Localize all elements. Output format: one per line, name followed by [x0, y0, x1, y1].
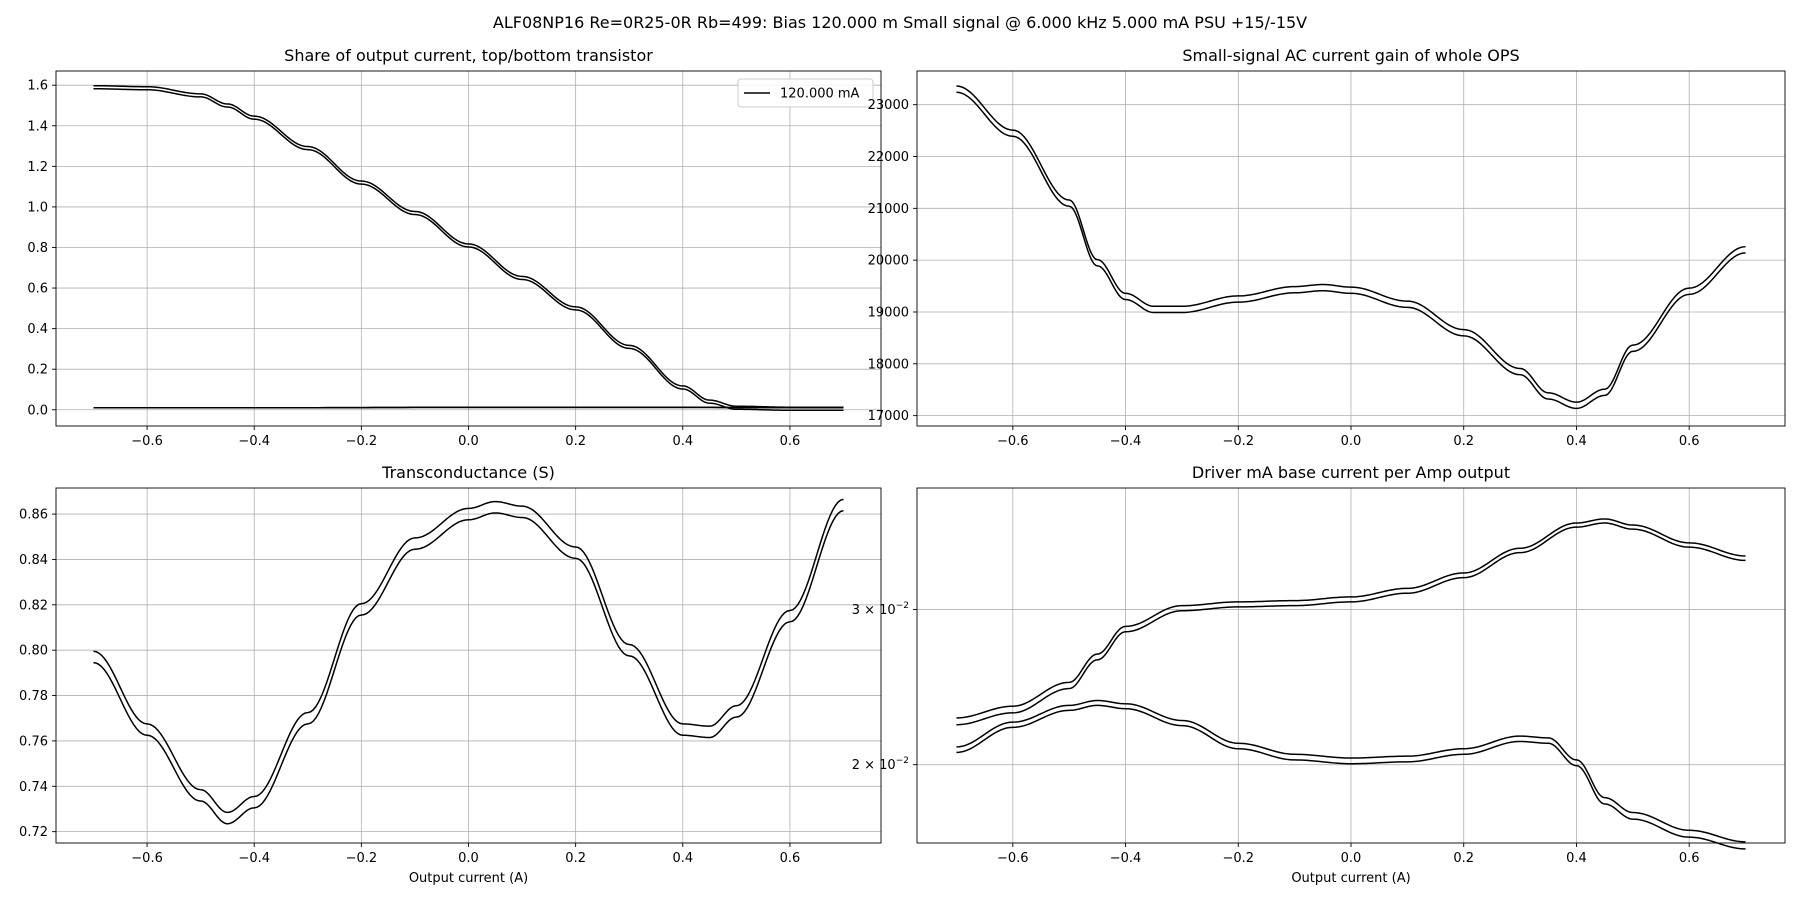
x-tick-label: −0.2 — [1222, 851, 1254, 866]
y-tick-label: 0.86 — [19, 508, 48, 523]
x-tick-label: −0.2 — [1222, 434, 1254, 449]
panel-transconductance: −0.6 −0.4 −0.2 0.0 0.2 0.4 0.6 0.72 0.74 0.76 0.78… — [19, 463, 882, 886]
series-line-1-trace-2 — [956, 522, 1746, 726]
y-tick-label: 3 × 10−2 — [852, 601, 909, 618]
figure-title: ALF08NP16 Re=0R25-0R Rb=499: Bias 120.00… — [492, 13, 1308, 32]
x-tick-label: 0.4 — [672, 851, 693, 866]
legend: 120.000 mA — [737, 78, 874, 108]
x-tick-label: −0.6 — [131, 851, 163, 866]
y-tick-label: 0.2 — [27, 363, 48, 378]
panel-title: Small-signal AC current gain of whole OP… — [1182, 46, 1519, 65]
x-tick-label: −0.4 — [238, 851, 270, 866]
series-line-1-trace-1 — [956, 85, 1746, 403]
x-tick-label: −0.2 — [346, 434, 378, 449]
x-tick-label: 0.4 — [1566, 434, 1587, 449]
x-tick-label: 0.2 — [1453, 851, 1474, 866]
x-tick-label: −0.2 — [346, 851, 378, 866]
y-tick-label: 1.4 — [27, 119, 48, 134]
x-tick-label: 0.4 — [1566, 851, 1587, 866]
x-tick-label: 0.0 — [1341, 851, 1362, 866]
y-tick-label: 0.74 — [19, 780, 48, 795]
series-line-1-trace-2 — [956, 91, 1746, 410]
series-line-1-trace-1 — [956, 518, 1746, 719]
x-tick-label: 0.2 — [1453, 434, 1474, 449]
series-line-1-trace-1 — [93, 84, 844, 408]
x-tick-label: −0.4 — [1110, 851, 1142, 866]
y-tick-label: 0.4 — [27, 322, 48, 337]
x-tick-label: −0.4 — [1110, 434, 1142, 449]
y-tick-label: 0.0 — [27, 403, 48, 418]
x-tick-label: 0.0 — [458, 434, 479, 449]
y-tick-label: 21000 — [868, 202, 909, 217]
series-line-2-trace-2 — [956, 704, 1746, 850]
panel-ac-gain: −0.6 −0.4 −0.2 0.0 0.2 0.4 0.6 17000 18000 19000 2… — [868, 46, 1786, 449]
y-tick-label: 18000 — [868, 357, 909, 372]
y-tick-label: 0.72 — [19, 825, 48, 840]
y-tick-label: 0.8 — [27, 241, 48, 256]
x-tick-label: 0.0 — [1341, 434, 1362, 449]
y-tick-label: 0.76 — [19, 734, 48, 749]
y-tick-label: 0.82 — [19, 598, 48, 613]
x-tick-label: 0.4 — [672, 434, 693, 449]
x-axis-label: Output current (A) — [1291, 871, 1410, 886]
x-tick-label: 0.6 — [780, 851, 801, 866]
y-tick-label: 22000 — [868, 150, 909, 165]
y-tick-label: 20000 — [868, 254, 909, 269]
y-tick-label: 17000 — [868, 409, 909, 424]
panel-title: Share of output current, top/bottom tran… — [284, 46, 653, 65]
x-tick-label: −0.4 — [238, 434, 270, 449]
series-line-1-trace-2 — [93, 509, 844, 825]
panel-title: Transconductance (S) — [381, 463, 555, 482]
x-tick-label: −0.6 — [131, 434, 163, 449]
y-tick-label: 0.6 — [27, 282, 48, 297]
y-tick-label: 2 × 10−2 — [852, 756, 909, 773]
y-tick-label: 1.6 — [27, 79, 48, 94]
y-tick-label: 1.2 — [27, 160, 48, 175]
x-axis-label: Output current (A) — [409, 871, 528, 886]
panel-output-share: −0.6 −0.4 −0.2 0.0 0.2 0.4 0.6 0.0 0.2 0.4 0.6 0.8 1… — [27, 46, 882, 449]
panel-title: Driver mA base current per Amp output — [1192, 463, 1510, 482]
y-tick-label: 0.84 — [19, 553, 48, 568]
y-tick-label: 19000 — [868, 305, 909, 320]
y-tick-label: 0.80 — [19, 644, 48, 659]
series-line-2-trace-1 — [956, 699, 1746, 843]
x-tick-label: 0.2 — [565, 434, 586, 449]
series-line-1-trace-2 — [93, 88, 844, 412]
x-tick-label: 0.6 — [1679, 851, 1700, 866]
x-tick-label: −0.6 — [997, 851, 1029, 866]
legend-box — [737, 78, 874, 108]
panel-driver-base-current: −0.6 −0.4 −0.2 0.0 0.2 0.4 0.6 2 × 10−2 3 × 10−2… — [852, 463, 1786, 886]
x-tick-label: 0.2 — [565, 851, 586, 866]
x-tick-label: 0.0 — [458, 851, 479, 866]
x-tick-label: 0.6 — [1679, 434, 1700, 449]
y-tick-label: 1.0 — [27, 200, 48, 215]
series-line-1-trace-1 — [93, 498, 844, 814]
x-tick-label: 0.6 — [780, 434, 801, 449]
y-tick-label: 0.78 — [19, 689, 48, 704]
x-tick-label: −0.6 — [997, 434, 1029, 449]
y-tick-label: 23000 — [868, 98, 909, 113]
legend-label: 120.000 mA — [780, 87, 860, 102]
